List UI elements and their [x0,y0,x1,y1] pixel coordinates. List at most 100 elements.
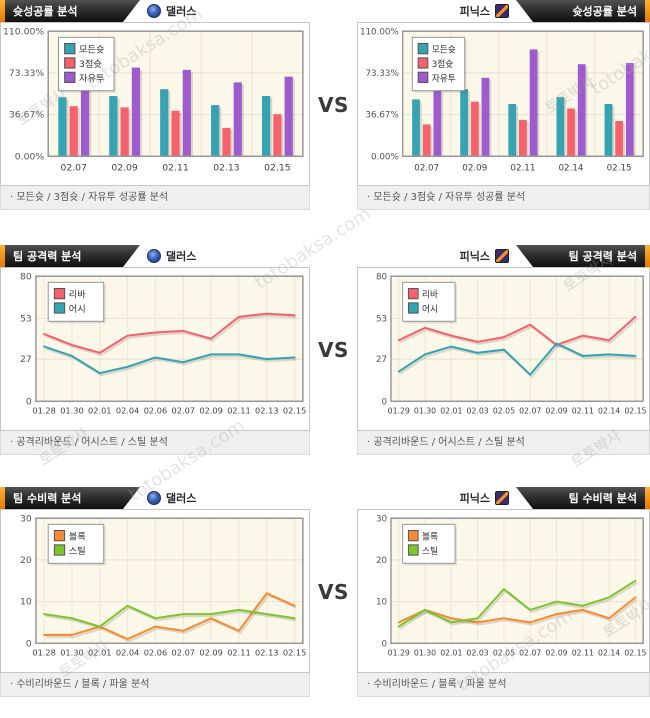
svg-text:스틸: 스틸 [422,546,438,557]
svg-text:02.11: 02.11 [572,406,594,415]
svg-text:10: 10 [376,597,387,607]
svg-text:02.06: 02.06 [144,406,167,416]
svg-text:02.04: 02.04 [116,406,139,416]
section-row-offense: 팀 공격력 분석 댈러스 80 53 27 0 01.28 01.30 02.01 02.04… [0,245,650,455]
svg-text:02.15: 02.15 [607,163,632,173]
svg-text:27: 27 [376,355,387,365]
svg-text:02.14: 02.14 [598,648,620,657]
svg-text:02.07: 02.07 [172,406,195,416]
svg-text:02.15: 02.15 [624,648,646,657]
svg-text:0.00%: 0.00% [15,151,45,162]
svg-text:02.09: 02.09 [545,648,567,657]
svg-text:자유투: 자유투 [79,73,104,84]
svg-text:01.30: 01.30 [60,406,83,416]
orange-accent-bar [0,245,5,267]
section-title: 팀 공격력 분석 [568,250,637,263]
svg-text:자유투: 자유투 [432,73,456,84]
svg-text:30: 30 [376,514,387,524]
svg-text:0: 0 [382,397,388,407]
svg-text:02.11: 02.11 [510,163,535,173]
svg-text:02.01: 02.01 [88,406,111,416]
svg-text:20: 20 [376,556,387,566]
svg-text:02.07: 02.07 [519,648,541,657]
section-title-tab: 팀 공격력 분석 [516,245,650,267]
orange-accent-bar [645,487,650,509]
svg-text:02.07: 02.07 [60,163,87,174]
svg-text:02.13: 02.13 [255,648,278,658]
section-title: 팀 공격력 분석 [13,250,82,263]
svg-text:110.00%: 110.00% [3,26,44,37]
panel-header: 피닉스 팀 수비력 분석 [357,487,650,509]
section-title: 팀 수비력 분석 [568,492,637,505]
svg-text:02.05: 02.05 [493,648,515,657]
svg-text:리바: 리바 [69,290,86,301]
chart-dallas-defense: 30 20 10 0 01.28 01.30 02.01 02.04 02.06 02.07 02.… [0,509,310,673]
svg-text:02.13: 02.13 [213,163,240,174]
section-title: 슛성공률 분석 [572,5,637,18]
svg-text:02.14: 02.14 [559,163,584,173]
svg-text:스틸: 스틸 [69,545,86,557]
svg-text:02.09: 02.09 [111,163,138,174]
svg-text:02.11: 02.11 [227,648,250,658]
panel-header: 슛성공률 분석 댈러스 [0,0,310,22]
section-title-tab: 팀 공격력 분석 [0,245,140,267]
svg-text:53: 53 [376,314,387,324]
phoenix-logo-icon [495,491,509,505]
panel-dallas-shooting: 슛성공률 분석 댈러스 110.00% 73.33% 36.67% 0.00% 02.0… [0,0,310,210]
section-row-shooting: 슛성공률 분석 댈러스 110.00% 73.33% 36.67% 0.00% 02.0… [0,0,650,210]
svg-text:02.15: 02.15 [283,406,306,416]
team-label-phoenix: 피닉스 [460,245,509,267]
section-title-tab: 팀 수비력 분석 [0,487,140,509]
svg-text:02.03: 02.03 [467,648,489,657]
svg-text:02.01: 02.01 [88,648,111,658]
svg-text:02.07: 02.07 [414,163,439,173]
section-title-tab: 슛성공률 분석 [516,0,650,22]
chart-footer: · 공격리바운드 / 어시스트 / 스틸 분석 [357,431,650,455]
svg-text:02.09: 02.09 [199,406,222,416]
chart-footer: · 수비리바운드 / 블록 / 파울 분석 [0,673,310,697]
svg-text:02.03: 02.03 [467,406,489,415]
vs-divider: VS [310,245,357,455]
chart-footer: · 공격리바운드 / 어시스트 / 스틸 분석 [0,431,310,455]
dallas-logo-icon [147,249,161,263]
svg-text:80: 80 [376,272,387,282]
svg-text:모든슛: 모든슛 [432,45,456,56]
svg-text:30: 30 [20,513,32,524]
svg-text:0.00%: 0.00% [371,152,399,162]
line-chart-svg: 80 53 27 001.28 01.30 02.01 02.04 02.06 02.07 02.… [20,271,306,416]
svg-text:02.07: 02.07 [172,648,195,658]
section-row-defense: 팀 수비력 분석 댈러스 30 20 10 0 01.28 01.30 02.01 02.04… [0,487,650,697]
svg-text:0: 0 [26,396,32,407]
team-name: 피닉스 [459,250,490,263]
panel-phoenix-shooting: 피닉스 슛성공률 분석 110.00% 73.33% 36.67% 0.00% 02.0… [357,0,650,210]
panel-phoenix-offense: 피닉스 팀 공격력 분석 80 53 27 0 01.29 01.30 02.01 02.03… [357,245,650,455]
svg-text:36.67%: 36.67% [365,110,399,120]
svg-text:어시: 어시 [422,304,438,315]
vs-label: VS [318,580,349,604]
svg-text:02.11: 02.11 [572,648,594,657]
panel-header: 피닉스 슛성공률 분석 [357,0,650,22]
svg-text:02.09: 02.09 [462,163,487,173]
line-chart-svg: 80 53 27 001.29 01.30 02.01 02.03 02.05 02.07 02.… [376,272,647,416]
svg-text:36.67%: 36.67% [9,110,44,121]
svg-text:02.01: 02.01 [440,648,462,657]
team-name: 피닉스 [459,5,490,18]
svg-text:01.28: 01.28 [32,648,55,658]
svg-text:01.30: 01.30 [60,648,83,658]
svg-text:02.06: 02.06 [144,648,167,658]
svg-text:어시: 어시 [69,304,86,315]
chart-phoenix-offense: 80 53 27 0 01.29 01.30 02.01 02.03 02.05 02.07 02.… [357,267,650,431]
svg-text:73.33%: 73.33% [365,69,399,79]
svg-text:20: 20 [20,555,32,566]
svg-text:블록: 블록 [422,532,438,543]
panel-header: 피닉스 팀 공격력 분석 [357,245,650,267]
orange-accent-bar [645,245,650,267]
svg-text:01.30: 01.30 [414,406,436,415]
phoenix-logo-icon [495,249,509,263]
vs-divider: VS [310,0,357,210]
orange-accent-bar [645,0,650,22]
dallas-logo-icon [147,4,161,18]
chart-dallas-shooting: 110.00% 73.33% 36.67% 0.00% 02.07 02.09 02.11 0… [0,22,310,186]
team-label-dallas: 댈러스 [147,245,196,267]
